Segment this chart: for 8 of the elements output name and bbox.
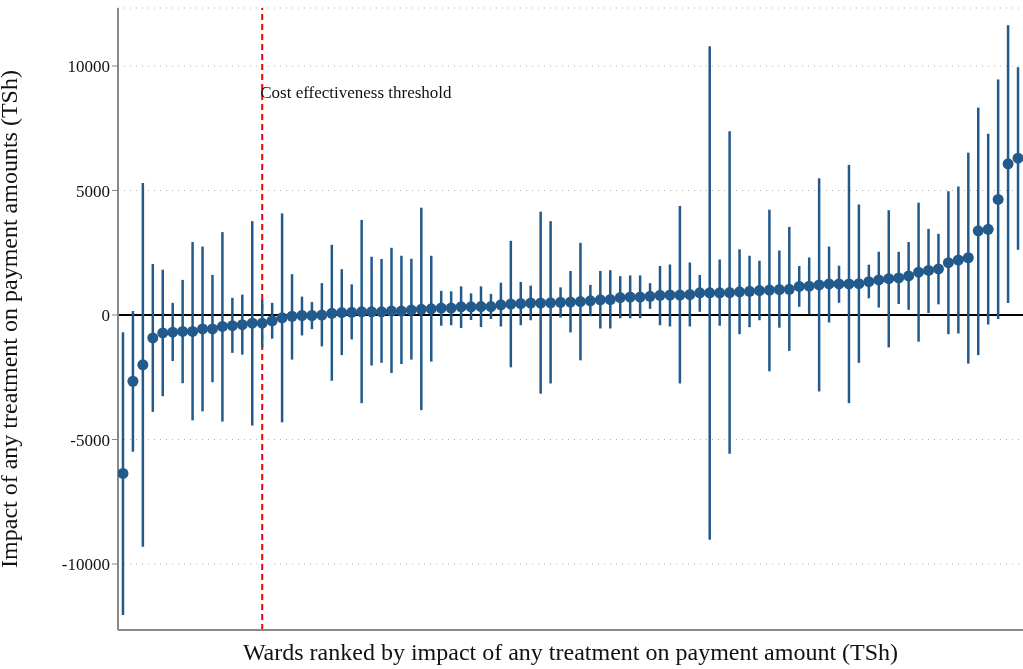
y-tick-label: -5000 [70, 430, 110, 450]
y-axis-title: Impact of any treatment on payment amounts (TSh) [0, 70, 22, 568]
y-tick-label: 0 [101, 306, 110, 326]
y-tick-label: 5000 [76, 181, 110, 201]
y-tick-label: -10000 [61, 555, 110, 575]
x-axis-title: Wards ranked by impact of any treatment on payment amount (TSh) [242, 639, 899, 665]
annotation: Cost effectiveness threshold [260, 83, 453, 102]
y-tick-label: 10000 [67, 57, 110, 77]
